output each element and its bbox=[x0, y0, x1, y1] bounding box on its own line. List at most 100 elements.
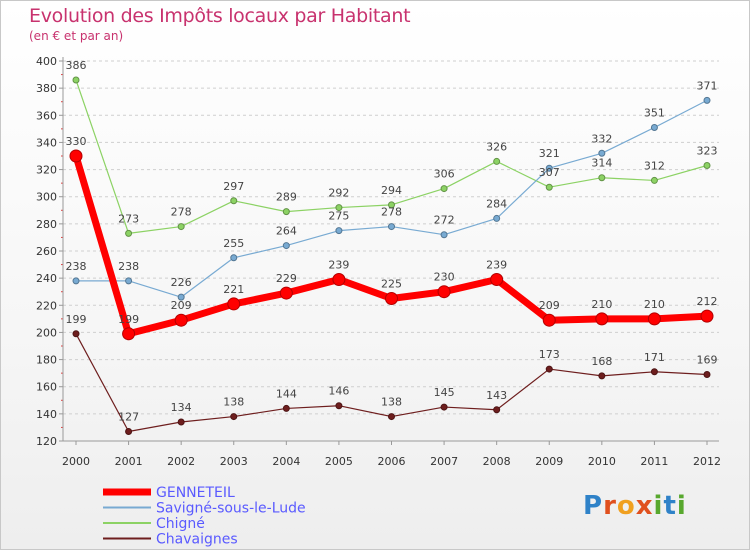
x-tick-label: 2001 bbox=[115, 455, 143, 468]
data-point-chavaignes bbox=[177, 418, 185, 426]
data-point-savign-sous-le-lude bbox=[493, 214, 501, 222]
data-label-chavaignes: 138 bbox=[381, 396, 402, 409]
data-point-savign-sous-le-lude bbox=[177, 293, 185, 301]
data-label-genneteil: 239 bbox=[328, 259, 349, 272]
data-point-chavaignes bbox=[545, 365, 553, 373]
data-point-savign-sous-le-lude bbox=[335, 227, 343, 235]
data-label-savign-sous-le-lude: 284 bbox=[486, 197, 507, 210]
data-label-chavaignes: 169 bbox=[697, 354, 718, 367]
data-point-chign bbox=[703, 162, 711, 169]
data-point-genneteil bbox=[437, 285, 451, 299]
data-label-chign: 273 bbox=[118, 212, 139, 225]
y-tick-label: 240 bbox=[36, 272, 57, 285]
axes: 120 140 160 180 200 220 240 260 280 300 320 340 360 3… bbox=[36, 55, 721, 468]
data-label-chign: 292 bbox=[328, 187, 349, 200]
x-tick-label: 2005 bbox=[325, 455, 353, 468]
x-tick-label: 2011 bbox=[640, 455, 668, 468]
data-label-genneteil: 239 bbox=[486, 259, 507, 272]
series-line-savign-sous-le-lude bbox=[75, 99, 708, 298]
logo-letter: r bbox=[603, 491, 617, 521]
x-tick-label: 2002 bbox=[167, 455, 195, 468]
data-point-genneteil bbox=[279, 286, 293, 300]
legend-label-chavaignes: Chavaignes bbox=[156, 532, 238, 548]
data-label-chavaignes: 144 bbox=[276, 387, 297, 400]
data-point-savign-sous-le-lude bbox=[545, 164, 553, 172]
chart-title: Evolution des Impôts locaux par Habitant bbox=[29, 5, 411, 27]
data-point-chign bbox=[177, 223, 185, 231]
chart-subtitle: (en € et par an) bbox=[29, 29, 124, 43]
data-point-genneteil bbox=[332, 273, 346, 286]
data-point-genneteil bbox=[542, 313, 556, 327]
data-label-chavaignes: 145 bbox=[434, 386, 455, 399]
data-point-chign bbox=[282, 208, 290, 216]
x-tick-label: 2009 bbox=[535, 455, 563, 468]
data-point-chavaignes bbox=[335, 402, 343, 410]
x-tick-label: 2012 bbox=[693, 455, 721, 468]
data-point-chign bbox=[493, 157, 501, 165]
data-point-savign-sous-le-lude bbox=[72, 277, 80, 285]
data-point-savign-sous-le-lude bbox=[125, 277, 133, 285]
logo-letter: i bbox=[676, 491, 687, 521]
data-label-chavaignes: 143 bbox=[486, 389, 507, 402]
data-label-savign-sous-le-lude: 321 bbox=[539, 147, 560, 160]
data-label-savign-sous-le-lude: 272 bbox=[434, 214, 455, 227]
y-tick-label: 180 bbox=[36, 354, 57, 367]
data-label-genneteil: 221 bbox=[223, 283, 244, 296]
data-point-chign bbox=[72, 76, 80, 84]
data-point-genneteil bbox=[595, 312, 609, 326]
logo-letter: x bbox=[635, 491, 654, 521]
legend: GENNETEILSavigné-sous-le-LudeChignéChava… bbox=[103, 485, 306, 548]
data-label-savign-sous-le-lude: 278 bbox=[381, 206, 402, 219]
data-label-chavaignes: 127 bbox=[118, 411, 139, 424]
data-point-chign bbox=[125, 229, 133, 237]
data-label-chign: 323 bbox=[697, 145, 718, 158]
data-label-chign: 289 bbox=[276, 191, 297, 204]
x-tick-label: 2006 bbox=[378, 455, 406, 468]
data-label-savign-sous-le-lude: 351 bbox=[644, 107, 665, 120]
data-label-savign-sous-le-lude: 226 bbox=[171, 276, 192, 289]
data-label-chign: 386 bbox=[66, 59, 87, 72]
data-point-savign-sous-le-lude bbox=[703, 96, 711, 104]
y-tick-label: 160 bbox=[36, 381, 57, 394]
data-point-chavaignes bbox=[388, 413, 395, 421]
data-label-chavaignes: 171 bbox=[644, 351, 665, 364]
data-label-chign: 306 bbox=[434, 168, 455, 181]
data-label-genneteil: 212 bbox=[697, 295, 718, 308]
y-tick-label: 380 bbox=[36, 82, 57, 95]
x-tick-label: 2003 bbox=[220, 455, 248, 468]
data-label-chavaignes: 146 bbox=[328, 385, 349, 398]
y-tick-label: 340 bbox=[36, 136, 57, 149]
data-label-chign: 314 bbox=[591, 157, 612, 170]
y-tick-label: 220 bbox=[36, 299, 57, 312]
data-label-savign-sous-le-lude: 264 bbox=[276, 225, 297, 238]
data-point-chign bbox=[335, 204, 343, 212]
y-tick-label: 280 bbox=[36, 218, 57, 231]
data-point-chavaignes bbox=[125, 428, 133, 435]
data-label-chavaignes: 168 bbox=[591, 355, 612, 368]
y-tick-label: 320 bbox=[36, 164, 57, 177]
y-tick-label: 260 bbox=[36, 245, 57, 258]
data-point-chavaignes bbox=[230, 413, 238, 421]
data-label-chign: 326 bbox=[486, 140, 507, 153]
data-point-chavaignes bbox=[440, 403, 448, 411]
data-label-chavaignes: 134 bbox=[171, 401, 192, 414]
data-label-savign-sous-le-lude: 332 bbox=[591, 132, 612, 145]
data-label-chavaignes: 173 bbox=[539, 348, 560, 361]
data-point-chavaignes bbox=[282, 404, 290, 412]
data-label-chign: 307 bbox=[539, 166, 560, 179]
data-labels: 199 127 134 138 144 146 138 145 143 173 168 171 169 3… bbox=[66, 59, 718, 424]
data-label-genneteil: 330 bbox=[66, 135, 87, 148]
legend-label-savign-sous-le-lude: Savigné-sous-le-Lude bbox=[156, 501, 306, 517]
data-point-savign-sous-le-lude bbox=[388, 223, 395, 231]
y-tick-label: 120 bbox=[36, 435, 57, 448]
data-label-chavaignes: 138 bbox=[223, 396, 244, 409]
data-point-genneteil bbox=[227, 297, 241, 311]
data-label-savign-sous-le-lude: 371 bbox=[697, 79, 718, 92]
data-label-genneteil: 210 bbox=[644, 298, 665, 311]
data-point-savign-sous-le-lude bbox=[230, 254, 238, 262]
data-point-genneteil bbox=[385, 292, 398, 305]
data-point-genneteil bbox=[69, 149, 83, 163]
data-point-chign bbox=[440, 185, 448, 193]
data-label-savign-sous-le-lude: 275 bbox=[328, 210, 349, 223]
